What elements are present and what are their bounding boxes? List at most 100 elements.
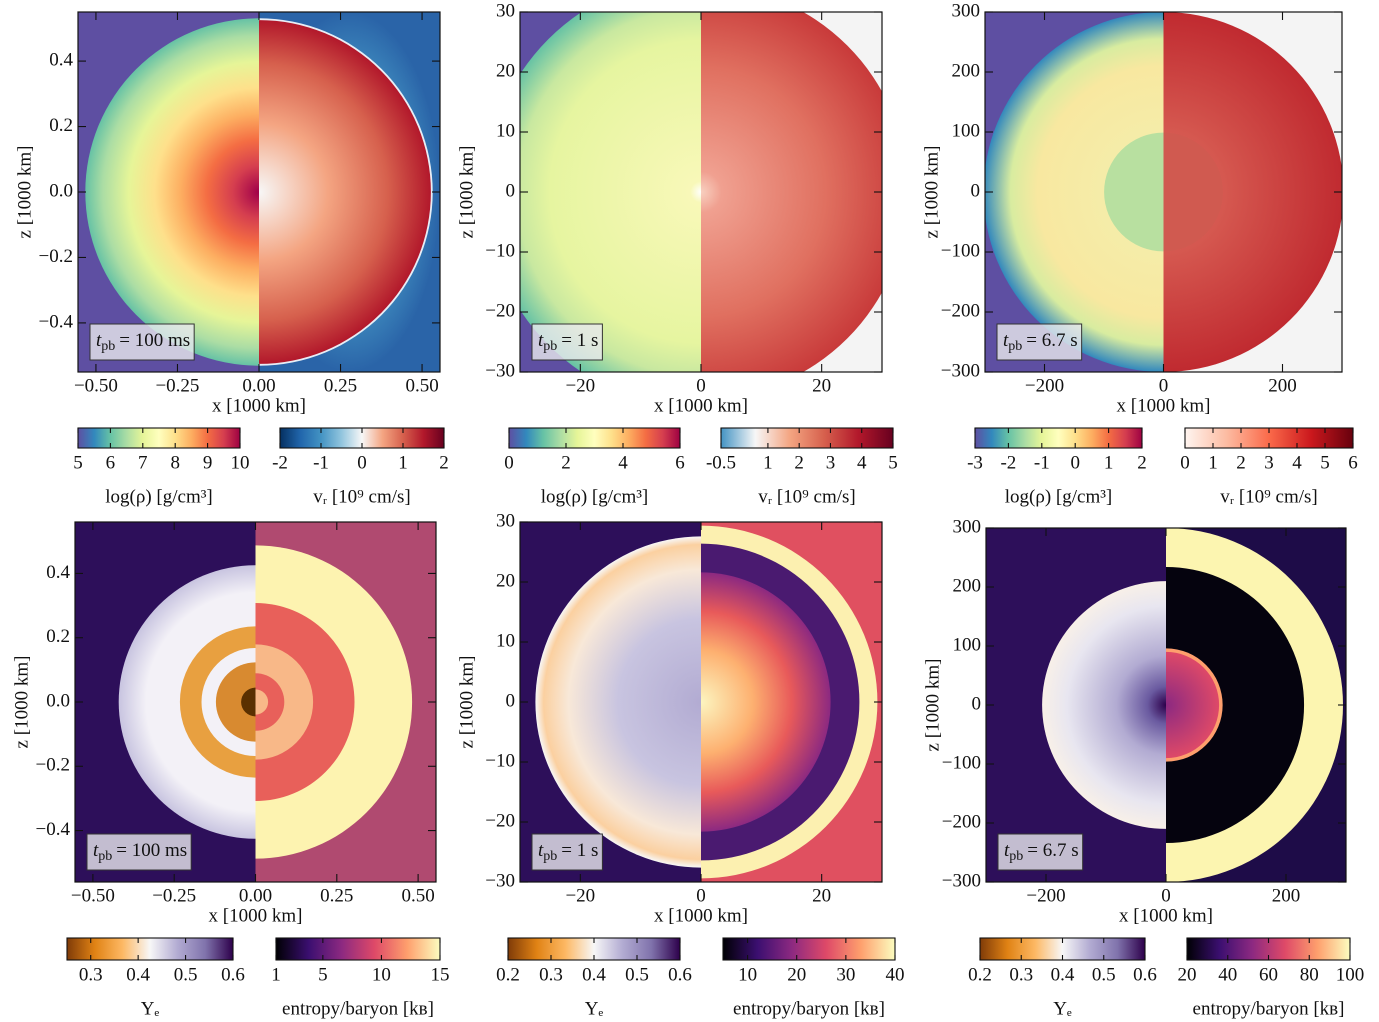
annotation-text: = 6.7 s <box>1026 330 1077 351</box>
y-tick-label: −200 <box>942 811 981 832</box>
colorbar-tick-label: 0.6 <box>221 964 245 985</box>
y-tick-label: −0.2 <box>39 246 73 267</box>
y-tick-label: −100 <box>942 752 981 773</box>
image-half <box>986 528 1166 882</box>
x-tick-label: −200 <box>1026 885 1065 906</box>
image-region <box>701 12 882 372</box>
x-tick-label: −20 <box>565 885 595 906</box>
y-tick-label: −300 <box>941 360 980 381</box>
x-tick-label: 200 <box>1268 375 1297 396</box>
x-tick-label: 0.00 <box>239 885 272 906</box>
x-tick-label: −0.50 <box>74 375 118 396</box>
colorbar <box>720 427 894 449</box>
image-half <box>701 522 882 882</box>
y-tick-label: −100 <box>941 240 980 261</box>
annotation: tpb = 1 s <box>538 840 598 864</box>
image-region <box>701 572 831 832</box>
annotation-text: = 6.7 s <box>1027 840 1078 861</box>
y-tick-label: 10 <box>496 630 515 651</box>
colorbar-label: vᵣ [10⁹ cm/s] <box>758 486 856 507</box>
image-region <box>215 662 256 742</box>
annotation-text: = 100 ms <box>119 330 190 351</box>
y-tick-label: 0 <box>971 180 981 201</box>
annotation-text: = 1 s <box>561 840 598 861</box>
y-axis-label: z [1000 km] <box>456 146 477 239</box>
y-tick-label: −30 <box>485 870 515 891</box>
x-tick-label: 0 <box>1161 885 1171 906</box>
y-tick-label: −300 <box>942 870 981 891</box>
colorbar-tick-label: 0.6 <box>668 964 692 985</box>
x-tick-label: −200 <box>1025 375 1064 396</box>
image-region <box>1163 12 1342 372</box>
colorbar-tick-label: 0 <box>1070 452 1080 473</box>
image-half <box>1163 12 1342 372</box>
y-tick-label: −30 <box>485 360 515 381</box>
x-tick-label: 20 <box>812 885 831 906</box>
colorbar-tick-label: 5 <box>73 452 83 473</box>
colorbar-tick-label: 0.4 <box>1051 964 1075 985</box>
colorbar-tick-label: 1 <box>271 964 281 985</box>
x-tick-label: −0.25 <box>155 375 199 396</box>
x-tick-label: −0.50 <box>71 885 115 906</box>
x-axis-label: x [1000 km] <box>654 395 748 416</box>
colorbar-tick-label: 0.3 <box>79 964 103 985</box>
y-tick-label: 300 <box>953 516 982 537</box>
colorbar-tick-label: 20 <box>1178 964 1197 985</box>
y-tick-label: 100 <box>952 120 981 141</box>
colorbar-tick-label: 6 <box>106 452 116 473</box>
y-tick-label: 20 <box>496 60 515 81</box>
image-half <box>520 522 701 882</box>
annotation-subscript: pb <box>543 849 557 864</box>
x-tick-label: −0.25 <box>152 885 196 906</box>
colorbar-tick-label: 8 <box>170 452 180 473</box>
colorbar <box>275 937 441 961</box>
colorbar-label: Yₑ <box>1053 998 1072 1019</box>
colorbar-tick-label: 4 <box>618 452 628 473</box>
colorbar-tick-label: 2 <box>1236 452 1246 473</box>
colorbar-tick-label: 6 <box>1348 452 1358 473</box>
colorbar-tick-label: 1 <box>1104 452 1114 473</box>
colorbar-tick-label: -0.5 <box>706 452 736 473</box>
colorbar-tick-label: 6 <box>675 452 685 473</box>
y-tick-label: 0.2 <box>46 626 70 647</box>
colorbar-tick-label: 1 <box>398 452 408 473</box>
x-tick-label: 0 <box>696 885 706 906</box>
x-tick-label: 20 <box>812 375 831 396</box>
y-axis-label: z [1000 km] <box>921 146 942 239</box>
annotation-symbol: t <box>96 330 102 351</box>
colorbar <box>722 937 896 961</box>
colorbar-tick-label: 100 <box>1336 964 1365 985</box>
y-tick-label: 0 <box>972 693 982 714</box>
colorbar-tick-label: 5 <box>318 964 328 985</box>
y-tick-label: 30 <box>496 0 515 21</box>
annotation-subscript: pb <box>543 339 557 354</box>
annotation-symbol: t <box>1004 840 1010 861</box>
y-tick-label: −200 <box>941 300 980 321</box>
colorbar-tick-label: 10 <box>738 964 757 985</box>
image-region <box>1166 566 1305 844</box>
colorbar-tick-label: 7 <box>138 452 148 473</box>
x-tick-label: 0 <box>1159 375 1169 396</box>
y-tick-label: −20 <box>485 300 515 321</box>
annotation-symbol: t <box>1003 330 1009 351</box>
colorbar-label: Yₑ <box>585 998 604 1019</box>
y-tick-label: 200 <box>952 60 981 81</box>
y-tick-label: −0.4 <box>36 819 71 840</box>
image-region <box>1104 132 1164 252</box>
colorbar-label: log(ρ) [g/cm³] <box>1005 486 1113 507</box>
image-half <box>75 522 256 882</box>
image-region <box>1166 651 1220 759</box>
colorbar-tick-label: 4 <box>1292 452 1302 473</box>
colorbar-tick-label: 2 <box>561 452 571 473</box>
image-region <box>1163 132 1223 252</box>
annotation-box <box>531 323 603 361</box>
y-tick-label: 0.4 <box>46 562 70 583</box>
image-region <box>85 18 259 366</box>
image-half <box>78 12 259 372</box>
annotation: tpb = 1 s <box>538 330 598 354</box>
image-region <box>241 687 256 717</box>
colorbar-tick-label: 0.5 <box>174 964 198 985</box>
x-tick-label: −20 <box>565 375 595 396</box>
y-tick-label: 0.2 <box>49 115 73 136</box>
x-tick-label: 0.25 <box>324 375 357 396</box>
